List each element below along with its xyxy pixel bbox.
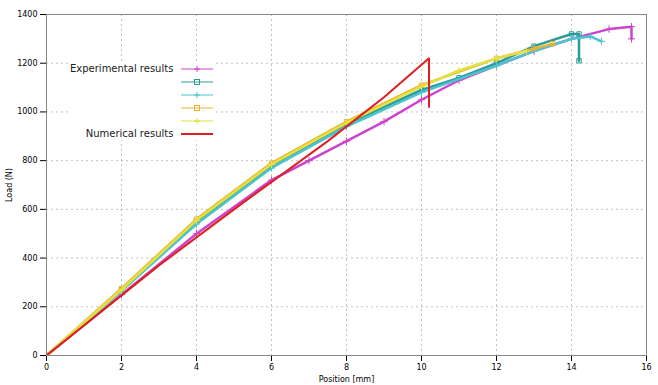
svg-text:0: 0 — [44, 363, 49, 372]
svg-text:1000: 1000 — [17, 107, 37, 116]
svg-text:1200: 1200 — [17, 59, 37, 68]
svg-text:800: 800 — [22, 156, 37, 165]
svg-text:600: 600 — [22, 205, 37, 214]
svg-text:14: 14 — [566, 363, 576, 372]
svg-text:6: 6 — [269, 363, 274, 372]
svg-text:Load (N): Load (N) — [5, 168, 14, 202]
svg-text:8: 8 — [344, 363, 349, 372]
svg-text:400: 400 — [22, 254, 37, 263]
svg-text:10: 10 — [416, 363, 426, 372]
svg-text:200: 200 — [22, 302, 37, 311]
svg-text:Position [mm]: Position [mm] — [319, 375, 375, 384]
svg-text:4: 4 — [194, 363, 199, 372]
svg-text:1400: 1400 — [17, 10, 37, 19]
svg-text:16: 16 — [641, 363, 651, 372]
html-text:Experimental results: Experimental results — [70, 63, 174, 74]
svg-text:12: 12 — [491, 363, 501, 372]
svg-text:0: 0 — [32, 351, 37, 360]
html-text:Numerical results: Numerical results — [85, 128, 174, 139]
svg-text:2: 2 — [119, 363, 124, 372]
